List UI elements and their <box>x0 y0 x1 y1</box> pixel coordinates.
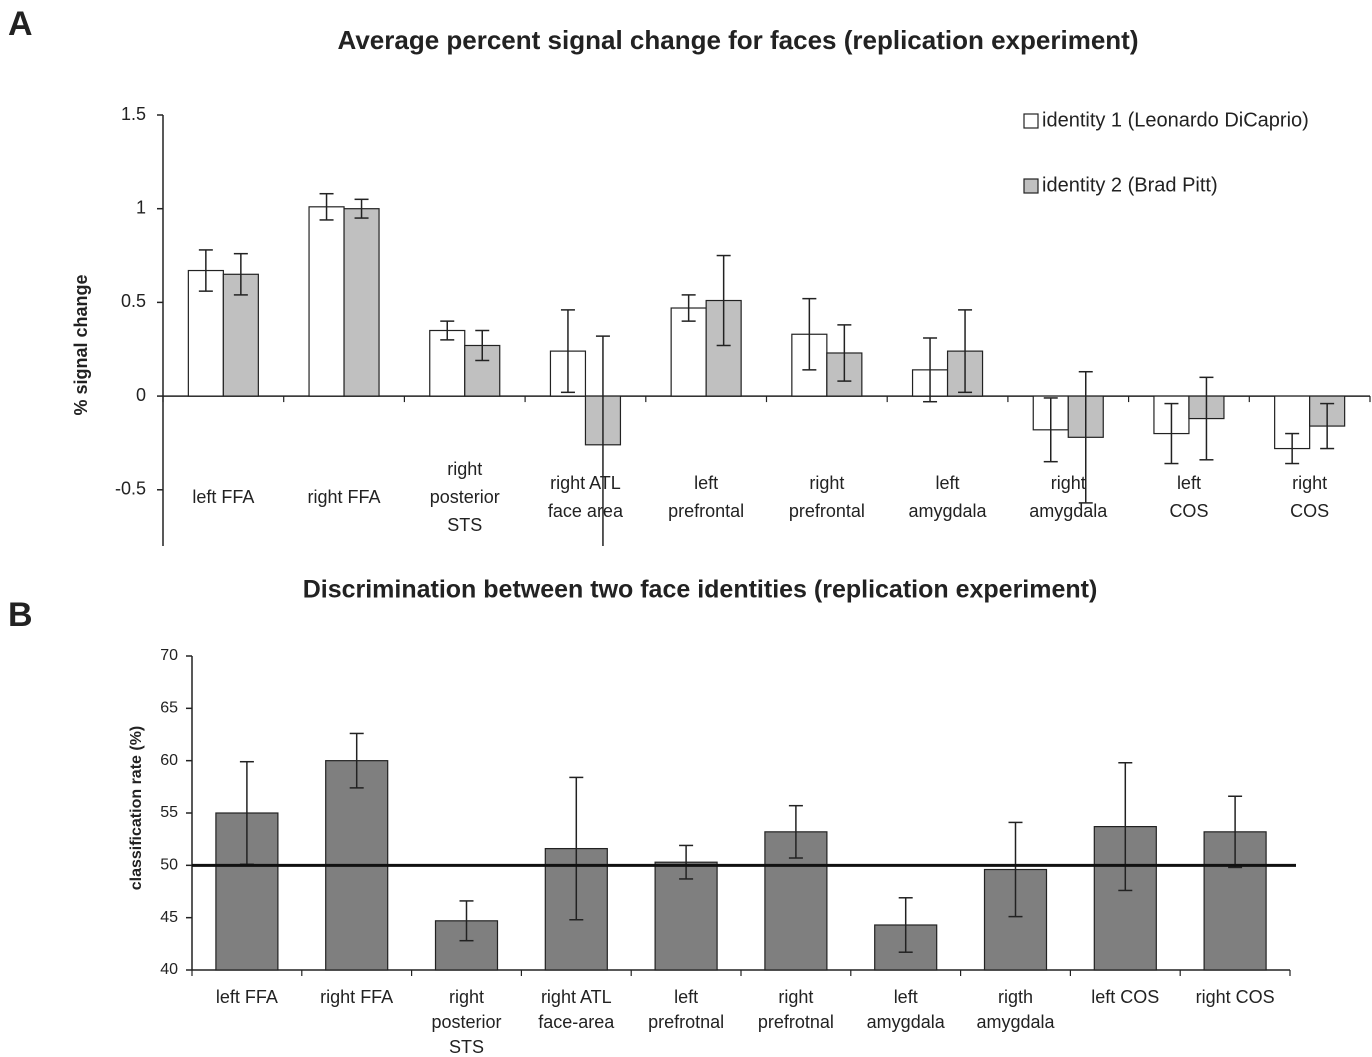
x-tick-label: left amygdala <box>867 987 946 1032</box>
x-tick-label: left FFA <box>192 487 254 507</box>
x-tick-label: left COS <box>1091 987 1159 1007</box>
y-tick-label: -0.5 <box>115 479 146 499</box>
bar <box>308 206 345 397</box>
bar <box>670 307 707 397</box>
x-tick-label: left prefrontal <box>668 473 744 521</box>
y-tick-label: 0 <box>136 385 146 405</box>
y-tick-label: 60 <box>160 752 178 769</box>
y-axis-label: % signal change <box>71 274 91 415</box>
x-tick-label: left FFA <box>216 987 278 1007</box>
legend-swatch <box>1023 178 1039 194</box>
legend-label: identity 1 (Leonardo DiCaprio) <box>1042 109 1309 131</box>
x-tick-label: right ATL face area <box>548 473 624 521</box>
x-tick-label: right prefrontal <box>789 473 865 521</box>
y-tick-label: 55 <box>160 804 178 821</box>
x-tick-label: right FFA <box>308 487 381 507</box>
panel-label: B <box>8 596 33 634</box>
y-tick-label: 40 <box>160 961 178 978</box>
x-tick-label: right FFA <box>320 987 393 1007</box>
y-tick-label: 0.5 <box>121 291 146 311</box>
x-tick-label: left COS <box>1169 473 1208 521</box>
x-tick-label: right COS <box>1290 473 1329 521</box>
panel-label: A <box>8 5 33 43</box>
chart-title: Average percent signal change for faces … <box>338 25 1139 55</box>
x-tick-label: rigth amygdala <box>976 987 1055 1032</box>
y-tick-label: 1 <box>136 197 146 217</box>
chart-title: Discrimination between two face identiti… <box>303 576 1098 604</box>
y-tick-label: 45 <box>160 909 178 926</box>
y-tick-label: 70 <box>160 647 178 664</box>
y-tick-label: 50 <box>160 857 178 874</box>
legend-label: identity 2 (Brad Pitt) <box>1042 174 1218 196</box>
x-tick-label: left prefrotnal <box>648 987 724 1032</box>
x-tick-label: right ATL face-area <box>538 987 615 1032</box>
y-axis-label: classification rate (%) <box>128 726 145 891</box>
bar <box>343 208 380 397</box>
y-tick-label: 1.5 <box>121 104 146 124</box>
x-tick-label: right prefrotnal <box>758 987 834 1032</box>
x-tick-label: left amygdala <box>909 473 988 521</box>
x-tick-label: right posterior STS <box>430 459 500 535</box>
legend-swatch <box>1023 113 1039 129</box>
bar <box>429 329 466 397</box>
x-tick-label: right posterior STS <box>431 987 501 1057</box>
bar <box>654 861 718 971</box>
x-tick-label: right COS <box>1196 987 1275 1007</box>
x-tick-label: right amygdala <box>1029 473 1108 521</box>
y-tick-label: 65 <box>160 700 178 717</box>
